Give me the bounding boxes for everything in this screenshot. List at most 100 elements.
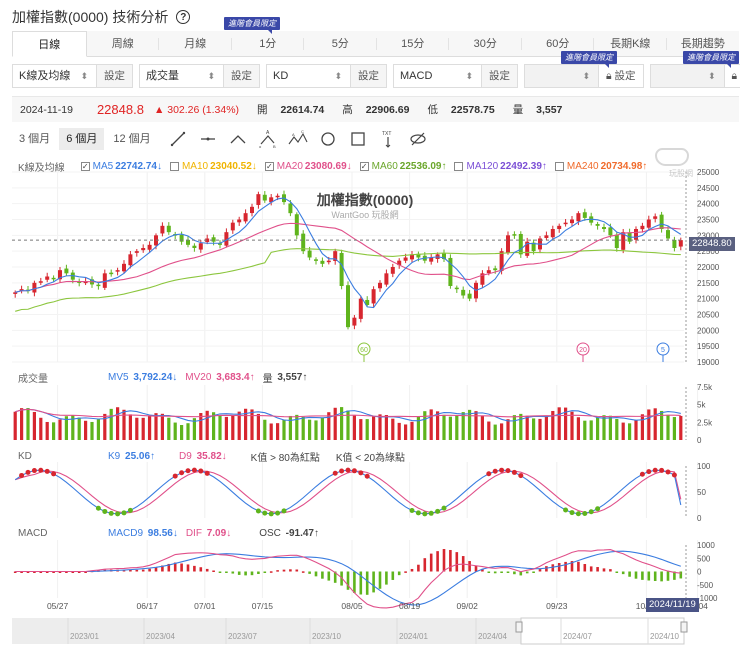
svg-text:2024/07: 2024/07 bbox=[563, 632, 592, 641]
line-tool-icon[interactable] bbox=[166, 128, 190, 150]
wantgoo-logo-icon: 玩股網 bbox=[655, 148, 693, 179]
tab-15min[interactable]: 15分 bbox=[377, 31, 450, 56]
tab-daily[interactable]: 日線 bbox=[12, 31, 87, 57]
range-6m-button[interactable]: 6 個月 bbox=[59, 128, 105, 150]
circle-tool-icon[interactable] bbox=[316, 128, 340, 150]
tab-30min[interactable]: 30分 bbox=[449, 31, 522, 56]
svg-text:07/15: 07/15 bbox=[252, 601, 274, 611]
checkbox-unchecked-icon[interactable] bbox=[454, 162, 464, 171]
main-indicator-select[interactable]: K線及均線 ⬍ bbox=[12, 64, 96, 88]
tab-long-term-k[interactable]: 長期K線 bbox=[594, 31, 667, 56]
svg-text:o: o bbox=[259, 144, 262, 149]
svg-text:08/19: 08/19 bbox=[399, 601, 421, 611]
svg-text:20000: 20000 bbox=[697, 326, 720, 335]
select-arrows-icon: ⬍ bbox=[80, 71, 88, 81]
volume-indicator-select[interactable]: 成交量 ⬍ bbox=[139, 64, 223, 88]
quote-change: ▲ 302.26 (1.34%) bbox=[153, 103, 240, 116]
svg-text:A: A bbox=[266, 130, 270, 136]
svg-text:C: C bbox=[301, 129, 304, 134]
locked-indicator-select-2[interactable]: ⬍ bbox=[649, 64, 724, 88]
premium-badge: 進階會員限定 bbox=[224, 17, 280, 34]
select-arrows-icon: ⬍ bbox=[207, 71, 215, 81]
svg-text:22000: 22000 bbox=[697, 263, 720, 272]
svg-text:08/05: 08/05 bbox=[341, 601, 363, 611]
current-price-tag: 22848.80 bbox=[689, 237, 735, 251]
kd-indicator-select[interactable]: KD ⬍ bbox=[266, 64, 350, 88]
svg-text:06/17: 06/17 bbox=[137, 601, 159, 611]
svg-text:25000: 25000 bbox=[697, 168, 720, 177]
ma120-toggle[interactable]: MA120 22492.39 ↑ bbox=[454, 161, 547, 172]
svg-text:20: 20 bbox=[579, 347, 587, 354]
kd-settings-button[interactable]: 設定 bbox=[350, 64, 387, 88]
locked-settings-button-2[interactable]: 🔒︎ 設定 bbox=[723, 64, 740, 88]
ma60-toggle[interactable]: ✓ MA60 22536.09 ↑ bbox=[359, 161, 447, 172]
svg-text:19000: 19000 bbox=[697, 358, 720, 367]
tab-long-term-trend[interactable]: 長期趨勢 bbox=[680, 38, 725, 50]
svg-text:500: 500 bbox=[697, 554, 711, 563]
chart-title: 加權指數(0000) bbox=[316, 192, 414, 208]
ma240-toggle[interactable]: MA240 20734.98 ↑ bbox=[554, 161, 647, 172]
tab-60min[interactable]: 60分 bbox=[522, 31, 595, 56]
text-tool-icon[interactable]: TXT bbox=[376, 128, 400, 150]
svg-text:2023/01: 2023/01 bbox=[70, 632, 99, 641]
select-arrows-icon: ⬍ bbox=[582, 71, 590, 81]
checkbox-checked-icon[interactable]: ✓ bbox=[80, 161, 90, 171]
range-3m-button[interactable]: 3 個月 bbox=[19, 133, 51, 145]
premium-badge: 進階會員限定 bbox=[561, 51, 617, 68]
svg-text:19500: 19500 bbox=[697, 342, 720, 351]
svg-text:0: 0 bbox=[697, 436, 702, 445]
tab-monthly[interactable]: 月線 bbox=[159, 31, 232, 56]
select-arrows-icon: ⬍ bbox=[465, 71, 473, 81]
premium-badge: 進階會員限定 bbox=[683, 51, 739, 68]
rectangle-tool-icon[interactable] bbox=[346, 128, 370, 150]
macd-indicator-select[interactable]: MACD ⬍ bbox=[393, 64, 481, 88]
svg-text:2023/10: 2023/10 bbox=[312, 632, 341, 641]
tab-5min[interactable]: 5分 bbox=[304, 31, 377, 56]
current-date-tag: 2024/11/19 bbox=[646, 598, 699, 612]
volume-settings-button[interactable]: 設定 bbox=[223, 64, 260, 88]
select-arrows-icon: ⬍ bbox=[334, 71, 342, 81]
range-12m-button[interactable]: 12 個月 bbox=[113, 133, 151, 145]
svg-text:5: 5 bbox=[661, 347, 665, 354]
checkbox-unchecked-icon[interactable] bbox=[169, 162, 179, 171]
svg-text:A: A bbox=[292, 132, 295, 137]
quote-price: 22848.8 bbox=[96, 102, 144, 117]
lock-icon: 🔒︎ bbox=[731, 70, 738, 82]
checkbox-checked-icon[interactable]: ✓ bbox=[359, 161, 369, 171]
svg-text:60: 60 bbox=[360, 347, 368, 354]
help-icon[interactable]: ? bbox=[176, 10, 191, 24]
quote-volume: 量 3,557 bbox=[512, 104, 563, 116]
angle-tool-icon[interactable] bbox=[226, 128, 250, 150]
quote-bar: 2024-11-19 22848.8 ▲ 302.26 (1.34%) 開 22… bbox=[12, 96, 739, 122]
svg-text:0: 0 bbox=[697, 514, 702, 523]
tab-weekly[interactable]: 周線 bbox=[87, 31, 160, 56]
ma20-toggle[interactable]: ✓ MA20 23080.69 ↓ bbox=[264, 161, 352, 172]
quote-low: 低 22578.75 bbox=[427, 104, 495, 116]
svg-text:21500: 21500 bbox=[697, 279, 720, 288]
horizontal-line-tool-icon[interactable] bbox=[196, 128, 220, 150]
locked-settings-button-1[interactable]: 🔒︎ 設定 bbox=[598, 64, 644, 88]
price-legend: K線及均線 ✓ MA5 22742.74 ↓ MA10 23040.52 ↓ ✓ MA20 2… bbox=[18, 161, 648, 174]
checkbox-unchecked-icon[interactable] bbox=[554, 162, 564, 171]
checkbox-checked-icon[interactable]: ✓ bbox=[264, 161, 274, 171]
svg-text:2024/10: 2024/10 bbox=[650, 632, 679, 641]
page-title: 加權指數(0000) 技術分析 ? bbox=[12, 6, 191, 28]
kd-legend: KD K9 25.06 ↑ D9 35.82 ↓ K值 > 80為紅點 K值 < 2… bbox=[18, 451, 406, 464]
hide-drawings-icon[interactable] bbox=[406, 128, 430, 150]
ma5-toggle[interactable]: ✓ MA5 22742.74 ↓ bbox=[80, 161, 162, 172]
quote-high: 高 22906.69 bbox=[342, 104, 410, 116]
svg-text:TXT: TXT bbox=[382, 131, 391, 137]
macd-settings-button[interactable]: 設定 bbox=[481, 64, 518, 88]
locked-indicator-select-1[interactable]: ⬍ bbox=[524, 64, 598, 88]
select-arrows-icon: ⬍ bbox=[707, 71, 716, 81]
svg-text:2023/07: 2023/07 bbox=[228, 632, 257, 641]
svg-text:24000: 24000 bbox=[697, 200, 720, 209]
ma10-toggle[interactable]: MA10 23040.52 ↓ bbox=[169, 161, 257, 172]
svg-text:21000: 21000 bbox=[697, 295, 720, 304]
tab-1min[interactable]: 1分 bbox=[232, 31, 305, 56]
svg-text:2.5k: 2.5k bbox=[697, 418, 713, 427]
main-indicator-settings-button[interactable]: 設定 bbox=[96, 64, 133, 88]
